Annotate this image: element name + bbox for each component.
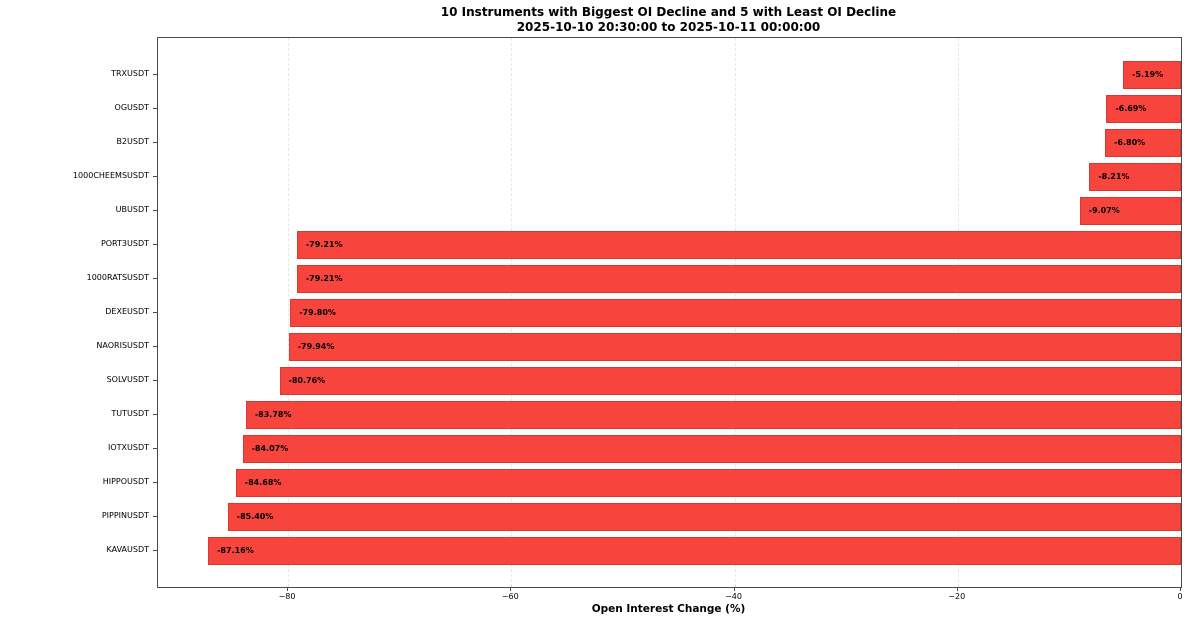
bar-value-label: -8.21%: [1098, 172, 1130, 181]
bar-B2USDT: [1105, 129, 1181, 157]
y-tick-mark: [153, 448, 157, 449]
x-tick-label: −60: [501, 592, 519, 601]
bar-value-label: -83.78%: [254, 410, 292, 419]
bar-value-label: -87.16%: [217, 546, 254, 555]
bar-DEXEUSDT: [290, 299, 1181, 327]
x-tick-mark: [1180, 587, 1181, 591]
y-tick-label-HIPPOUSDT: HIPPOUSDT: [102, 477, 149, 486]
y-tick-label-1000CHEEMSUSDT: 1000CHEEMSUSDT: [72, 171, 149, 180]
y-tick-mark: [153, 74, 157, 75]
x-tick-mark: [956, 587, 958, 591]
y-tick-mark: [153, 516, 157, 517]
y-tick-label-NAORISUSDT: NAORISUSDT: [96, 341, 149, 350]
bar-value-label: -5.19%: [1132, 70, 1164, 79]
bar-SOLVUSDT: [279, 367, 1181, 395]
chart-title-line1: 10 Instruments with Biggest OI Decline a…: [440, 5, 897, 19]
bar-KAVAUSDT: [208, 537, 1181, 565]
bar-PORT3USDT: [296, 231, 1181, 259]
bar-value-label: -9.07%: [1088, 206, 1120, 215]
x-tick-label: −40: [725, 592, 742, 601]
y-tick-label-B2USDT: B2USDT: [116, 137, 149, 146]
y-tick-label-SOLVUSDT: SOLVUSDT: [106, 375, 149, 384]
x-tick-label: −80: [278, 592, 296, 601]
y-tick-mark: [153, 312, 157, 313]
y-tick-mark: [153, 346, 157, 347]
chart-title: 10 Instruments with Biggest OI Decline a…: [157, 5, 1180, 35]
y-tick-label-TRXUSDT: TRXUSDT: [111, 69, 149, 78]
bar-value-label: -6.80%: [1114, 138, 1146, 147]
bar-HIPPOUSDT: [235, 469, 1181, 497]
bar-1000RATSUSDT: [296, 265, 1181, 293]
bar-TUTUSDT: [245, 401, 1181, 429]
x-tick-mark: [733, 587, 735, 591]
bar-value-label: -79.21%: [305, 274, 343, 283]
y-tick-mark: [153, 482, 157, 483]
gridline: [288, 38, 290, 587]
bar-value-label: -84.07%: [251, 444, 289, 453]
bar-UBUSDT: [1079, 197, 1181, 225]
chart-title-line2: 2025-10-10 20:30:00 to 2025-10-11 00:00:…: [516, 20, 821, 34]
y-tick-mark: [153, 380, 157, 381]
y-tick-mark: [153, 414, 157, 415]
y-tick-label-OGUSDT: OGUSDT: [114, 103, 149, 112]
bar-value-label: -84.68%: [244, 478, 282, 487]
plot-area: -5.19% -6.69% -6.80% -8.21% -9.07% -79.21% -79…: [157, 37, 1182, 588]
bar-PIPPINUSDT: [227, 503, 1181, 531]
y-tick-mark: [153, 176, 157, 177]
bar-TRXUSDT: [1123, 61, 1181, 89]
y-tick-label-1000RATSUSDT: 1000RATSUSDT: [86, 273, 149, 282]
y-tick-mark: [153, 108, 157, 109]
bar-value-label: -85.40%: [236, 512, 274, 521]
x-tick-mark: [287, 587, 289, 591]
x-tick-label: 0: [1177, 592, 1183, 601]
y-tick-mark: [153, 142, 157, 143]
y-tick-label-PORT3USDT: PORT3USDT: [100, 239, 149, 248]
y-tick-mark: [153, 550, 157, 551]
bar-value-label: -80.76%: [288, 376, 326, 385]
y-tick-label-KAVAUSDT: KAVAUSDT: [106, 545, 149, 554]
y-tick-mark: [153, 244, 157, 245]
bar-value-label: -79.80%: [299, 308, 336, 317]
x-tick-mark: [510, 587, 512, 591]
x-axis-title: Open Interest Change (%): [591, 603, 746, 615]
y-tick-label-DEXEUSDT: DEXEUSDT: [105, 307, 149, 316]
bar-value-label: -6.69%: [1115, 104, 1147, 113]
y-tick-mark: [153, 210, 157, 211]
x-tick-label: −20: [948, 592, 966, 601]
bar-IOTXUSDT: [242, 435, 1181, 463]
bar-NAORISUSDT: [288, 333, 1181, 361]
y-tick-label-UBUSDT: UBUSDT: [115, 205, 149, 214]
y-tick-label-PIPPINUSDT: PIPPINUSDT: [101, 511, 149, 520]
bar-value-label: -79.94%: [297, 342, 335, 351]
bar-value-label: -79.21%: [305, 240, 343, 249]
y-tick-label-IOTXUSDT: IOTXUSDT: [107, 443, 149, 452]
y-tick-mark: [153, 278, 157, 279]
y-tick-label-TUTUSDT: TUTUSDT: [111, 409, 149, 418]
bar-1000CHEEMSUSDT: [1089, 163, 1181, 191]
bar-OGUSDT: [1106, 95, 1181, 123]
